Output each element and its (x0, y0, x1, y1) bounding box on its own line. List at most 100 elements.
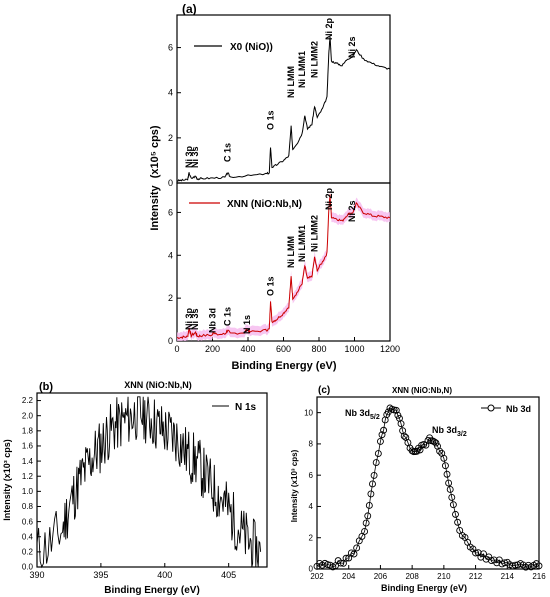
panel-b: (b) XNN (NiO:Nb,N) N 1s Intensity (x10³ … (2, 380, 268, 596)
data-point-nb3d-41 (400, 432, 408, 440)
panel-b-frame (36, 392, 268, 568)
panel-c-title: XNN (NiO:Nb,N) (392, 386, 452, 395)
data-point-nb3d-22 (367, 490, 375, 498)
data-point-nb3d-68 (448, 493, 456, 501)
panel-c-xtick-label-210: 210 (437, 572, 451, 581)
panel-c-ytick-label-8: 8 (309, 440, 314, 449)
panel-c-xtick-label-216: 216 (532, 572, 546, 581)
data-point-nb3d-70 (452, 510, 459, 518)
annotation-top-7: Ni 2p (324, 17, 334, 40)
panel-c-xtick-label-214: 214 (501, 572, 515, 581)
panel-a-top-legend: X0 (NiO)) (194, 42, 273, 53)
peak-label-nb3d52: Nb 3d5/2 (345, 408, 380, 421)
panel-a-ylabel-unit: (x10⁵ cps) (149, 125, 161, 178)
data-point-nb3d-24 (370, 471, 378, 479)
panel-b-ytick-label-0.6: 0.6 (22, 517, 34, 526)
panel-b-ytick-label-1.6: 1.6 (22, 442, 34, 451)
data-point-nb3d-28 (378, 431, 386, 439)
annotation-bottom-4: N 1s (242, 315, 252, 334)
annotation-bottom-1: Ni 3s (190, 308, 200, 330)
peak-label-nb3d32-sub: 3/2 (457, 431, 467, 438)
data-point-nb3d-102 (535, 562, 543, 570)
data-point-nb3d-65 (443, 470, 451, 478)
panel-b-ytick-label-1.0: 1.0 (22, 487, 34, 496)
xnn-uncertainty-band (177, 189, 390, 341)
panel-a-xtick-label-1200: 1200 (380, 344, 400, 354)
legend-label-x0: X0 (NiO)) (230, 42, 273, 53)
data-point-nb3d-71 (454, 518, 462, 526)
panel-a-xtick-label-600: 600 (276, 344, 291, 354)
panel-a-top-ytick-label-2: 2 (168, 133, 173, 143)
annotation-bottom-10: Ni 2s (347, 200, 357, 222)
panel-b-xlabel: Binding Energy (eV) (104, 585, 200, 596)
annotation-bottom-2: Nb 3d (208, 308, 218, 333)
panel-c-ytick-label-4: 4 (309, 502, 314, 511)
annotation-top-0: Ni 3p (184, 145, 194, 168)
panel-a-label: (a) (182, 2, 197, 16)
series-line-xnn (176, 194, 391, 340)
legend-label-xnn: XNN (NiO:Nb,N) (227, 199, 302, 210)
annotation-top-5: Ni LMM1 (297, 51, 307, 88)
panel-c-legend: Nb 3d (481, 404, 531, 414)
data-point-nb3d-21 (365, 501, 373, 509)
panel-a-bottom-legend: XNN (NiO:Nb,N) (189, 199, 302, 210)
data-point-nb3d-59 (432, 439, 440, 447)
data-point-nb3d-63 (440, 454, 448, 462)
panel-a: (a) Intensity (x10⁵ cps) Binding Energy … (149, 2, 400, 372)
annotation-bottom-5: O 1s (266, 276, 276, 296)
panel-b-ytick-label-1.4: 1.4 (22, 457, 34, 466)
panel-b-label: (b) (39, 381, 53, 393)
panel-c-xtick-label-208: 208 (405, 572, 419, 581)
panel-c-ytick-label-0: 0 (309, 565, 314, 574)
data-point-nb3d-64 (441, 462, 449, 470)
panel-c-xtick-label-206: 206 (374, 572, 388, 581)
legend-marker-nb3d (487, 404, 495, 412)
series-line-nb3d (316, 407, 540, 568)
panel-b-title: XNN (NiO:Nb,N) (124, 380, 192, 390)
panel-c-ytick-label-6: 6 (309, 471, 314, 480)
panel-a-ylabel-main: Intensity (149, 184, 161, 230)
panel-b-xtick-label-395: 395 (93, 570, 108, 580)
panel-c-ylabel: Intensity (x10³ cps) (290, 449, 299, 522)
data-point-nb3d-18 (361, 528, 369, 535)
annotation-top-6: Ni LMM2 (310, 41, 320, 78)
data-point-nb3d-81 (480, 550, 487, 558)
data-point-nb3d-27 (376, 437, 384, 445)
panel-b-ticks: 390 395 400 405 0.0 0.2 0.4 0.6 0.8 1.0 1.2 1.4 1.6 1… (22, 396, 236, 580)
panel-a-xtick-label-200: 200 (205, 344, 220, 354)
data-point-nb3d-25 (372, 459, 380, 467)
panel-c-xlabel: Binding Energy (eV) (381, 583, 467, 593)
panel-c-frame (316, 396, 540, 570)
data-point-nb3d-67 (446, 486, 454, 493)
data-point-nb3d-9 (337, 559, 345, 567)
panel-c-ticks: 202 204 206 208 210 212 214 216 0 2 4 6 8 10 (304, 408, 546, 581)
legend-label-nb3d: Nb 3d (506, 404, 531, 414)
legend-label-n1s: N 1s (235, 402, 257, 413)
annotation-top-3: O 1s (266, 110, 276, 130)
data-point-nb3d-61 (436, 447, 444, 455)
data-point-nb3d-78 (472, 549, 480, 557)
data-point-nb3d-29 (380, 426, 388, 434)
panel-b-ytick-label-1.8: 1.8 (22, 426, 34, 435)
annotation-top-1: Ni 3s (190, 146, 200, 168)
panel-c-label: (c) (318, 385, 330, 396)
annotation-bottom-0: Ni 3p (184, 307, 194, 330)
data-point-nb3d-14 (350, 550, 358, 558)
panel-b-ytick-label-0.2: 0.2 (22, 548, 34, 557)
panel-a-ticks: 0 200 400 600 800 1000 1200 0 2 4 6 0 2 4 6 (168, 43, 400, 354)
panel-a-series (176, 37, 391, 341)
panel-b-legend: N 1s (212, 402, 257, 413)
panel-c-series (313, 404, 543, 571)
panel-c-xtick-label-204: 204 (342, 572, 356, 581)
panel-c-ytick-label-2: 2 (309, 533, 314, 542)
annotation-top-8: Ni 2s (347, 36, 357, 58)
data-point-nb3d-50 (416, 446, 424, 454)
data-point-nb3d-26 (374, 450, 382, 458)
annotation-bottom-3: C 1s (223, 307, 233, 326)
panel-b-ytick-label-0.0: 0.0 (22, 563, 34, 572)
annotation-bottom-7: Ni LMM1 (297, 225, 307, 262)
panel-a-bottom-ytick-label-4: 4 (168, 250, 173, 260)
panel-a-top-ytick-label-0: 0 (168, 178, 173, 188)
annotation-bottom-8: Ni LMM2 (310, 215, 320, 252)
panel-b-ylabel: Intensity (x10³ cps) (2, 439, 12, 521)
